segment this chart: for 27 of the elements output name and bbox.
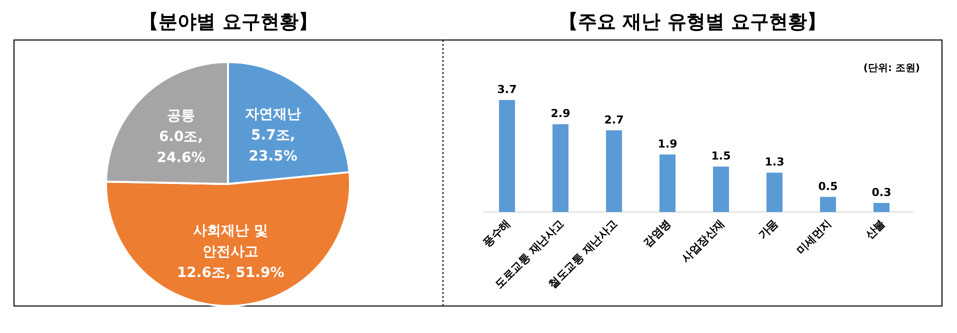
data-label: 1.3	[764, 156, 784, 169]
data-label: 0.3	[872, 186, 892, 199]
slice-label: 공통	[167, 108, 196, 124]
data-label: 1.9	[658, 137, 678, 150]
bar	[820, 196, 836, 212]
x-tick-label: 가뭄	[756, 216, 781, 242]
slice-label: 사회재난 및 안전사고	[193, 223, 268, 260]
data-label: 12.6조, 51.9%	[176, 265, 284, 282]
bar	[552, 124, 568, 212]
slice-label: 자연재난	[245, 106, 302, 122]
data-label: 1.5	[711, 150, 731, 163]
data-label: 2.9	[550, 107, 570, 120]
bar	[713, 166, 729, 212]
chart-title: 【주요 재난 유형별 요구현황】	[559, 11, 826, 33]
chart-title: 【분야별 요구현황】	[140, 11, 318, 33]
data-label: 6.0조, 24.6%	[156, 129, 206, 166]
bar	[499, 100, 515, 212]
data-label: 5.7조, 23.5%	[248, 127, 298, 164]
bar	[766, 172, 782, 212]
data-label: 0.5	[818, 180, 838, 193]
data-label: 3.7	[497, 83, 517, 96]
x-tick-label: 산불	[862, 216, 888, 242]
bar	[874, 202, 890, 212]
text: (단위: 조원)	[863, 63, 920, 74]
bar	[660, 154, 676, 212]
bar	[606, 130, 622, 212]
data-label: 2.7	[604, 113, 624, 126]
